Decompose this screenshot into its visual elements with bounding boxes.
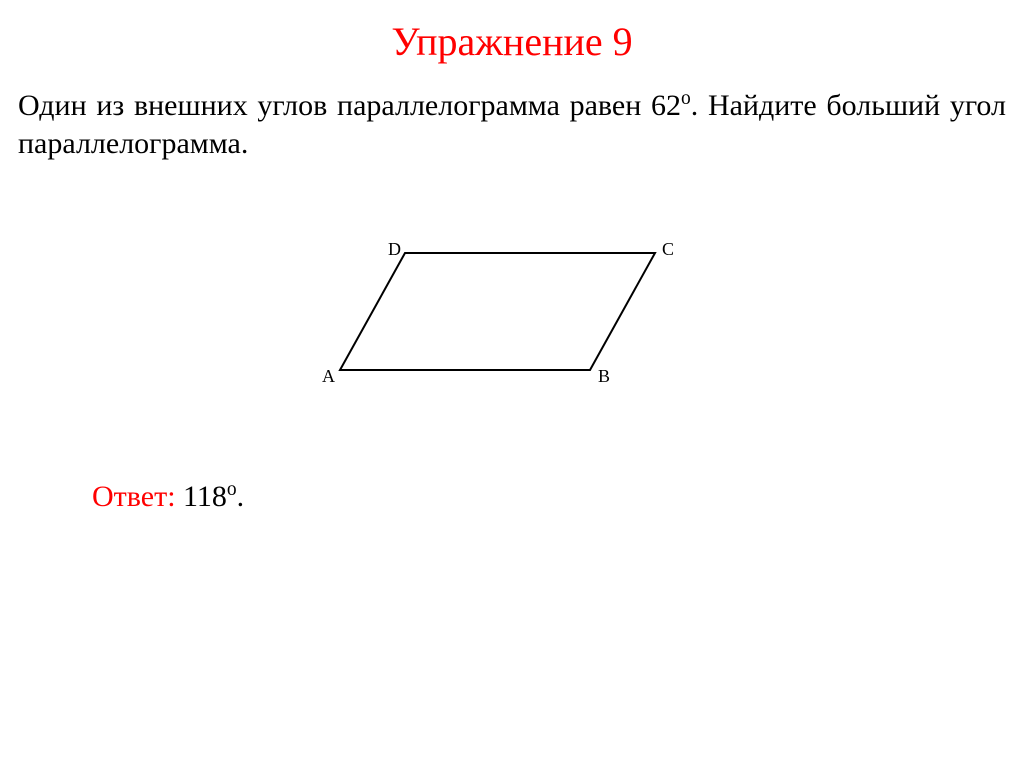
answer-period: . [237,480,245,513]
vertex-label-c: C [662,239,674,259]
problem-text-1: Один из внешних углов параллелограмма ра… [18,89,681,122]
problem-degree: о [681,88,691,109]
parallelogram-svg: A B C D [310,225,714,405]
answer-degree: о [227,479,237,500]
parallelogram-shape [340,253,655,370]
parallelogram-figure: A B C D [310,225,714,405]
answer-label: Ответ: [92,480,176,513]
vertex-label-a: A [322,366,335,386]
answer-block: Ответ: 118о. [92,480,244,514]
vertex-label-b: B [598,366,610,386]
exercise-title: Упражнение 9 [0,0,1024,65]
problem-statement: Один из внешних углов параллелограмма ра… [0,65,1024,162]
vertex-label-d: D [388,239,401,259]
answer-value: 118 [176,480,227,513]
